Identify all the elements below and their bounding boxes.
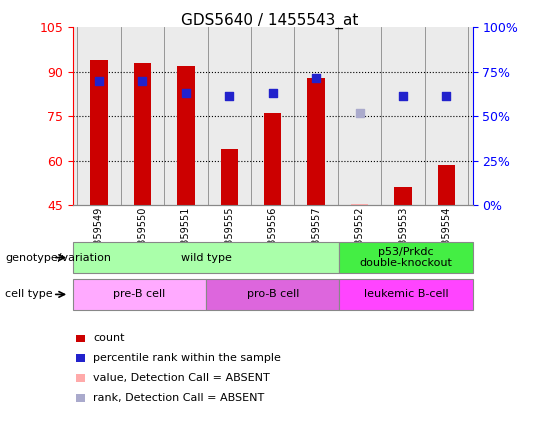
Text: cell type: cell type	[5, 289, 53, 299]
Text: pre-B cell: pre-B cell	[113, 289, 166, 299]
Bar	[90, 60, 107, 205]
Text: rank, Detection Call = ABSENT: rank, Detection Call = ABSENT	[93, 393, 265, 403]
Bar	[394, 187, 411, 205]
Point	[312, 74, 320, 81]
Point	[138, 77, 147, 84]
Point	[442, 92, 451, 99]
Bar	[438, 165, 455, 205]
Text: percentile rank within the sample: percentile rank within the sample	[93, 353, 281, 363]
Text: genotype/variation: genotype/variation	[5, 253, 111, 263]
Point	[268, 89, 277, 96]
Point	[225, 92, 234, 99]
Point	[94, 77, 103, 84]
Text: count: count	[93, 333, 125, 343]
Point	[355, 110, 364, 117]
Bar	[264, 113, 281, 205]
Bar	[177, 66, 194, 205]
Bar	[351, 204, 368, 205]
Bar	[307, 78, 325, 205]
Text: GDS5640 / 1455543_at: GDS5640 / 1455543_at	[181, 13, 359, 29]
Text: p53/Prkdc
double-knockout: p53/Prkdc double-knockout	[360, 247, 453, 269]
Text: wild type: wild type	[181, 253, 232, 263]
Point	[399, 92, 407, 99]
Bar	[220, 149, 238, 205]
Text: value, Detection Call = ABSENT: value, Detection Call = ABSENT	[93, 373, 270, 383]
Bar	[134, 63, 151, 205]
Text: pro-B cell: pro-B cell	[247, 289, 299, 299]
Text: leukemic B-cell: leukemic B-cell	[363, 289, 448, 299]
Point	[181, 89, 190, 96]
